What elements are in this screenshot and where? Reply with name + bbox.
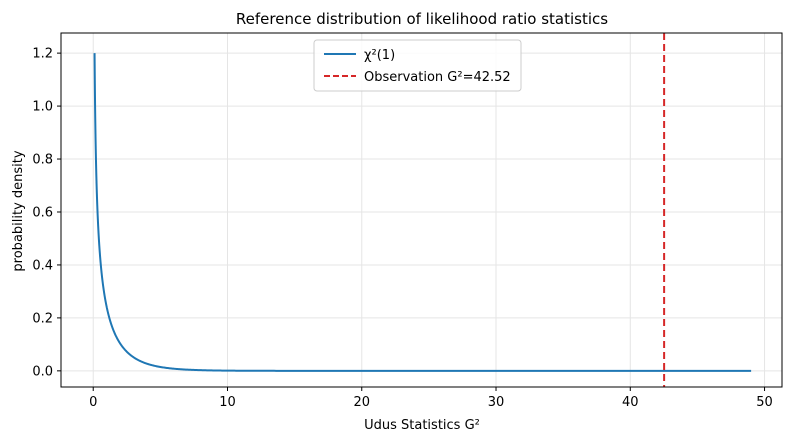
x-tick-label: 40	[622, 395, 639, 410]
x-tick-label: 10	[219, 395, 236, 410]
legend-label-observation: Observation G²=42.52	[364, 70, 511, 85]
x-tick-label: 30	[488, 395, 505, 410]
y-axis-ticks: 0.0 0.2 0.4 0.6 0.8 1.0 1.2	[32, 47, 61, 379]
x-axis-label-text: Udus Statistics G²	[364, 418, 480, 433]
x-tick-label: 50	[756, 395, 773, 410]
legend-label-chi2: χ²(1)	[364, 48, 395, 63]
series-line-chi2	[93, 53, 752, 372]
x-axis-label: Udus Statistics G²	[364, 418, 480, 433]
y-tick-label: 0.0	[32, 364, 53, 379]
y-tick-label: 0.6	[32, 205, 53, 220]
plot-frame	[60, 32, 783, 388]
y-tick-label: 0.2	[32, 311, 53, 326]
chart-title: Reference distribution of likelihood rat…	[236, 10, 608, 28]
legend: χ²(1) Observation G²=42.52	[313, 39, 522, 92]
y-tick-label: 0.8	[32, 153, 53, 168]
y-tick-label: 1.0	[32, 100, 53, 115]
x-tick-label: 20	[353, 395, 370, 410]
y-tick-label: 0.4	[32, 258, 53, 273]
x-tick-label: 0	[89, 395, 97, 410]
y-axis-label: probability density	[11, 150, 26, 271]
x-axis-ticks: 0 10 20 30 40 50	[89, 387, 773, 410]
y-tick-label: 1.2	[32, 47, 53, 62]
legend-box	[313, 39, 522, 92]
